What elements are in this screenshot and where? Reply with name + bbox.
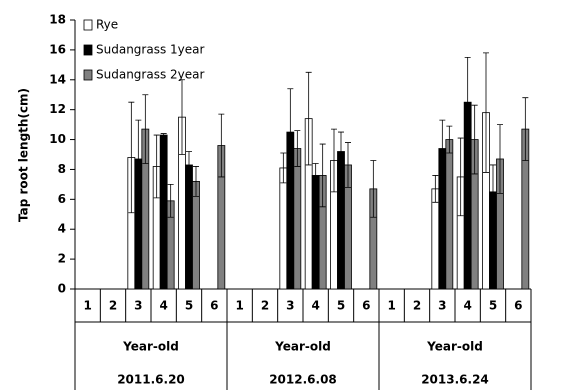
legend-label: Rye (96, 18, 118, 32)
error-bar (193, 166, 199, 197)
bar (337, 151, 345, 290)
x-tick-label: 1 (387, 299, 395, 313)
error-bar (305, 71, 312, 166)
error-bar (186, 151, 192, 179)
y-tick-label: 4 (58, 222, 66, 236)
x-tick-label: 1 (83, 299, 91, 313)
legend-swatch (83, 44, 93, 56)
x-tick-label: 5 (489, 299, 497, 313)
legend-label: Sudangrass 2year (96, 68, 204, 82)
x-tick-label: 4 (463, 299, 471, 313)
bar (311, 175, 320, 290)
y-axis-label: Tap root length(cm) (17, 88, 31, 222)
error-bar (179, 79, 185, 155)
x-tick-label: 4 (159, 299, 167, 313)
legend-swatch (83, 19, 93, 31)
error-bar (370, 160, 377, 218)
x-tick-label: 6 (514, 299, 522, 313)
legend-label: Sudangrass 1year (96, 43, 204, 57)
y-tick-label: 6 (58, 192, 66, 206)
x-tick-label: 6 (210, 299, 218, 313)
x-tick-label: 5 (337, 299, 345, 313)
error-bar (483, 52, 489, 173)
error-bar (160, 133, 167, 137)
error-bar (294, 130, 301, 167)
error-bar (490, 164, 496, 220)
x-tick-label: 3 (286, 299, 294, 313)
y-tick-label: 12 (49, 102, 66, 116)
x-tick-label: 2 (261, 299, 269, 313)
error-bar (345, 142, 351, 188)
error-bar (522, 97, 529, 161)
x-tick-label: 3 (134, 299, 142, 313)
bar (293, 148, 302, 290)
error-bar (497, 124, 503, 194)
x-tick-label: 6 (362, 299, 370, 313)
y-tick-label: 14 (49, 72, 66, 86)
x-tick-label: 3 (438, 299, 446, 313)
bar (159, 134, 168, 290)
error-bar (439, 119, 446, 178)
error-bar (287, 88, 294, 176)
y-tick-label: 10 (49, 132, 66, 146)
bar (192, 180, 200, 290)
y-tick-label: 16 (49, 42, 66, 56)
y-tick-label: 0 (58, 282, 66, 296)
error-bar (167, 183, 174, 218)
bar (185, 164, 193, 290)
group-label: Year-old (426, 340, 483, 354)
bar (279, 167, 288, 290)
error-bar (128, 101, 135, 214)
group-label: Year-old (122, 340, 179, 354)
bar (445, 139, 454, 290)
x-tick-label: 2 (413, 299, 421, 313)
error-bar (142, 94, 149, 164)
group-label: 2011.6.20 (117, 373, 185, 387)
error-bar (457, 137, 464, 217)
x-tick-label: 1 (235, 299, 243, 313)
y-tick-label: 8 (58, 162, 66, 176)
error-bar (331, 128, 337, 193)
group-label: 2012.6.08 (269, 373, 337, 387)
group-label: 2013.6.24 (421, 373, 489, 387)
x-tick-label: 2 (109, 299, 117, 313)
x-tick-label: 4 (311, 299, 319, 313)
error-bar (432, 175, 439, 203)
error-bar (464, 56, 471, 148)
error-bar (218, 113, 225, 178)
error-bar (312, 163, 319, 188)
group-label: Year-old (274, 340, 331, 354)
error-bar (280, 152, 287, 184)
error-bar (471, 104, 478, 175)
y-tick-label: 18 (49, 13, 66, 27)
error-bar (338, 131, 344, 172)
error-bar (319, 143, 326, 208)
error-bar (446, 125, 453, 154)
error-bar (153, 134, 160, 199)
legend-swatch (83, 69, 93, 81)
y-tick-label: 2 (58, 252, 66, 266)
error-bar (135, 119, 142, 199)
bar (431, 188, 440, 290)
x-tick-label: 5 (185, 299, 193, 313)
